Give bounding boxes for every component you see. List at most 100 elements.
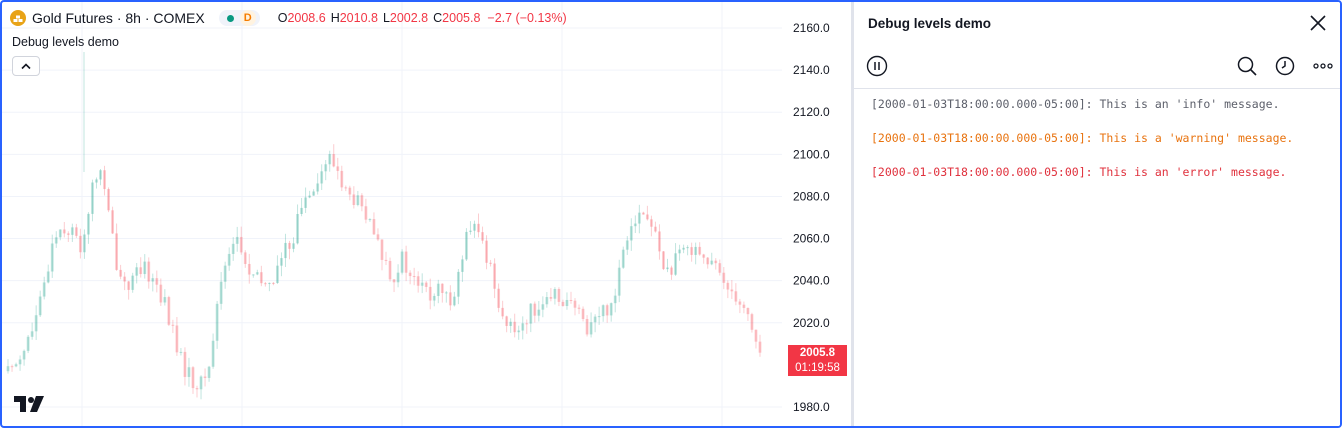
- candle-body: [597, 316, 601, 318]
- y-tick-label: 2120.0: [793, 105, 830, 119]
- candle-body: [617, 267, 621, 296]
- high-value: 2010.8: [339, 11, 378, 25]
- chart-grid: [2, 2, 782, 426]
- panel-title: Debug levels demo: [868, 16, 992, 31]
- candle-body: [461, 259, 464, 272]
- candle-body: [87, 213, 90, 235]
- candle-body: [336, 166, 340, 171]
- more-options-button[interactable]: [1312, 55, 1334, 77]
- candle-body: [320, 171, 324, 184]
- gold-bars-icon: [10, 10, 26, 26]
- candle-body: [654, 226, 657, 232]
- candle-body: [95, 179, 98, 183]
- close-panel-button[interactable]: [1308, 13, 1328, 33]
- candle-body: [99, 170, 102, 180]
- candle-body: [284, 242, 287, 259]
- log-entry-info[interactable]: [2000-01-03T18:00:00.000-05:00]: This is…: [871, 97, 1280, 111]
- candle-body: [83, 234, 86, 253]
- candle-body: [730, 289, 734, 292]
- candle-body: [750, 314, 754, 330]
- candle-body: [440, 283, 444, 293]
- chevron-up-icon: [21, 62, 31, 69]
- candle-body: [444, 292, 448, 294]
- candle-body: [267, 282, 271, 284]
- candle-body: [392, 279, 396, 283]
- candle-body: [356, 195, 360, 205]
- candle-body: [758, 341, 762, 353]
- candle-body: [131, 275, 135, 290]
- ohlc-values: O2008.6 H2010.8 L2002.8 C2005.8 −2.7 (−0…: [278, 11, 567, 25]
- candle-body: [517, 330, 521, 333]
- tradingview-logo-icon[interactable]: [14, 396, 46, 417]
- candle-body: [127, 281, 131, 290]
- debug-console-panel: Debug levels demo [2000-01-03T18:00:00.0…: [854, 2, 1340, 426]
- candle-body: [364, 206, 368, 220]
- collapse-legend-button[interactable]: [12, 56, 40, 76]
- candle-body: [384, 259, 388, 261]
- candle-body: [348, 187, 352, 195]
- candle-body: [513, 321, 517, 333]
- candle-body: [115, 233, 118, 270]
- y-tick-label: 2080.0: [793, 189, 830, 203]
- candle-body: [22, 350, 26, 360]
- candle-body: [473, 223, 476, 231]
- log-entry-error[interactable]: [2000-01-03T18:00:00.000-05:00]: This is…: [871, 165, 1287, 179]
- candle-body: [272, 282, 275, 284]
- candle-body: [215, 303, 219, 341]
- low-key: L: [382, 11, 390, 25]
- candle-body: [223, 265, 227, 282]
- search-icon: [1237, 56, 1257, 76]
- y-tick-label: 2160.0: [793, 21, 830, 35]
- log-entry-warning[interactable]: [2000-01-03T18:00:00.000-05:00]: This is…: [871, 131, 1294, 145]
- search-logs-button[interactable]: [1236, 55, 1258, 77]
- candle-body: [103, 170, 106, 190]
- pause-icon: [866, 55, 888, 77]
- candle-body: [143, 261, 147, 275]
- candle-body: [18, 359, 22, 365]
- y-tick-label: 2100.0: [793, 147, 830, 161]
- candle-body: [280, 258, 283, 266]
- candle-body: [456, 271, 460, 297]
- candle-body: [308, 195, 312, 198]
- pane-splitter[interactable]: [851, 2, 854, 426]
- candle-body: [734, 291, 738, 302]
- chart-pane[interactable]: 2160.0 2140.0 2120.0 2100.0 2080.0 2060.0 2040…: [2, 2, 851, 426]
- candle-body: [199, 376, 203, 390]
- candle-body: [525, 323, 529, 325]
- candle-body: [742, 304, 746, 308]
- candle-body: [78, 235, 82, 253]
- candle-body: [74, 227, 78, 236]
- candle-body: [629, 226, 633, 241]
- market-status-pill[interactable]: D: [218, 10, 260, 26]
- candle-body: [400, 251, 404, 273]
- candle-body: [521, 323, 525, 331]
- open-value: 2008.6: [287, 11, 326, 25]
- candle-body: [54, 237, 58, 244]
- candle-body: [601, 305, 605, 317]
- history-button[interactable]: [1274, 55, 1296, 77]
- candle-body: [231, 243, 235, 254]
- candle-body: [428, 286, 432, 301]
- candle-body: [159, 284, 163, 303]
- candle-body: [718, 263, 722, 273]
- candle-body: [674, 253, 677, 275]
- study-legend-title[interactable]: Debug levels demo: [12, 35, 120, 49]
- candle-body: [155, 278, 159, 285]
- y-tick-label: 2060.0: [793, 232, 830, 246]
- candle-body: [62, 229, 66, 234]
- candle-body: [569, 299, 573, 301]
- candle-body: [412, 276, 416, 278]
- candle-body: [545, 297, 549, 305]
- candle-body: [171, 324, 175, 326]
- candle-body: [621, 249, 625, 268]
- pause-button[interactable]: [866, 55, 888, 77]
- symbol-title[interactable]: Gold Futures · 8h · COMEX: [32, 10, 205, 26]
- candle-body: [448, 292, 452, 306]
- candle-body: [14, 364, 18, 367]
- candle-body: [436, 283, 440, 296]
- candle-body: [690, 247, 694, 255]
- candle-body: [368, 219, 372, 221]
- candle-body: [312, 191, 316, 196]
- price-chart[interactable]: 2160.0 2140.0 2120.0 2100.0 2080.0 2060.0 2040…: [2, 2, 851, 426]
- candle-body: [529, 303, 533, 324]
